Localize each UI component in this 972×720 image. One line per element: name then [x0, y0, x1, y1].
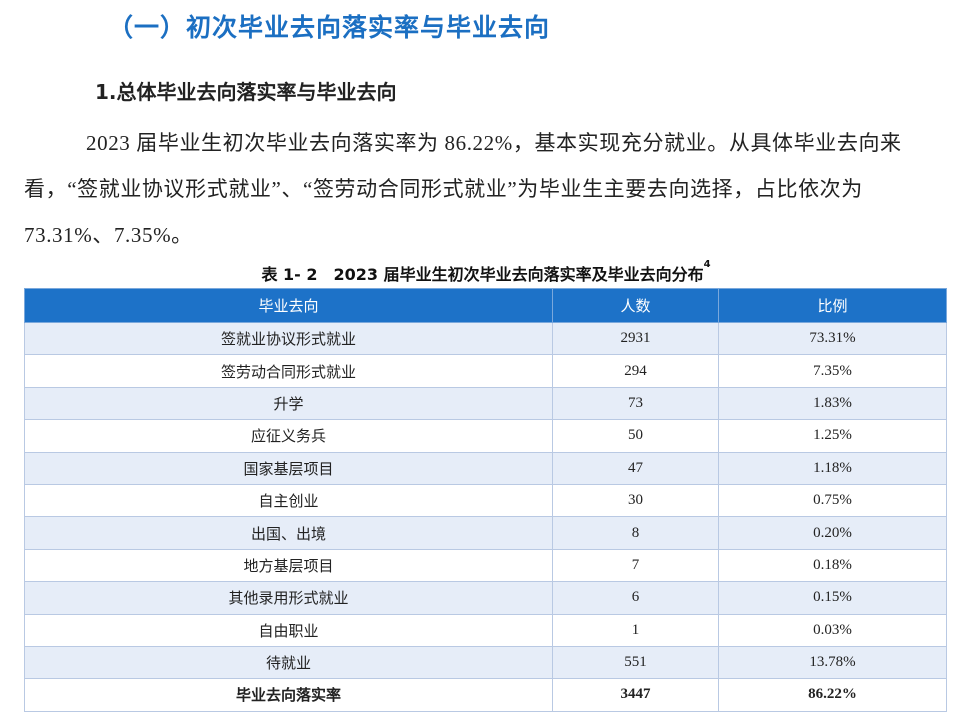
cell-count: 7 [552, 548, 719, 583]
cell-category: 应征义务兵 [24, 419, 553, 453]
cell-count: 294 [552, 354, 719, 388]
cell-ratio: 0.75% [718, 483, 947, 518]
cell-ratio: 13.78% [718, 645, 947, 680]
table-row: 自由职业 1 0.03% [24, 613, 947, 647]
cell-category: 出国、出境 [24, 516, 553, 550]
cell-category: 国家基层项目 [24, 451, 553, 485]
cell-ratio: 1.83% [718, 386, 947, 421]
cell-category: 升学 [24, 386, 553, 421]
cell-ratio: 1.25% [718, 419, 947, 453]
cell-category: 签劳动合同形式就业 [24, 354, 553, 388]
cell-category: 地方基层项目 [24, 548, 553, 583]
cell-ratio: 73.31% [718, 321, 947, 356]
total-ratio: 86.22% [718, 678, 947, 712]
cell-category: 自由职业 [24, 613, 553, 647]
table-caption-text: 表 1- 2 2023 届毕业生初次毕业去向落实率及毕业去向分布 [261, 265, 704, 284]
body-paragraph: 2023 届毕业生初次毕业去向落实率为 86.22%，基本实现充分就业。从具体毕… [24, 120, 904, 258]
cell-count: 50 [552, 419, 719, 453]
footnote-mark: 4 [703, 259, 711, 270]
cell-count: 8 [552, 516, 719, 550]
cell-ratio: 7.35% [718, 354, 947, 388]
table-row: 签劳动合同形式就业 294 7.35% [24, 354, 947, 388]
table-header-row: 毕业去向 人数 比例 [24, 288, 947, 323]
table-row: 自主创业 30 0.75% [24, 483, 947, 518]
cell-category: 自主创业 [24, 483, 553, 518]
destination-table: 毕业去向 人数 比例 签就业协议形式就业 2931 73.31% 签劳动合同形式就业 2… [24, 288, 947, 712]
cell-ratio: 0.15% [718, 581, 947, 615]
total-category: 毕业去向落实率 [24, 678, 553, 712]
header-count: 人数 [552, 288, 719, 323]
header-category: 毕业去向 [24, 288, 553, 323]
cell-count: 551 [552, 645, 719, 680]
table-row: 签就业协议形式就业 2931 73.31% [24, 321, 947, 356]
table-row: 其他录用形式就业 6 0.15% [24, 581, 947, 615]
table-row: 升学 73 1.83% [24, 386, 947, 421]
table-total-row: 毕业去向落实率 3447 86.22% [24, 678, 947, 712]
table-caption: 表 1- 2 2023 届毕业生初次毕业去向落实率及毕业去向分布4 [0, 259, 972, 285]
subsection-title: 1.总体毕业去向落实率与毕业去向 [95, 80, 397, 104]
table-row: 待就业 551 13.78% [24, 645, 947, 680]
cell-ratio: 0.18% [718, 548, 947, 583]
table-row: 地方基层项目 7 0.18% [24, 548, 947, 583]
cell-category: 签就业协议形式就业 [24, 321, 553, 356]
header-ratio: 比例 [718, 288, 947, 323]
total-count: 3447 [552, 678, 719, 712]
table-row: 出国、出境 8 0.20% [24, 516, 947, 550]
section-title: （一）初次毕业去向落实率与毕业去向 [108, 13, 551, 42]
cell-ratio: 0.20% [718, 516, 947, 550]
cell-ratio: 0.03% [718, 613, 947, 647]
cell-count: 6 [552, 581, 719, 615]
cell-category: 待就业 [24, 645, 553, 680]
cell-count: 1 [552, 613, 719, 647]
cell-count: 73 [552, 386, 719, 421]
cell-category: 其他录用形式就业 [24, 581, 553, 615]
cell-ratio: 1.18% [718, 451, 947, 485]
cell-count: 2931 [552, 321, 719, 356]
cell-count: 47 [552, 451, 719, 485]
paragraph-text: 2023 届毕业生初次毕业去向落实率为 86.22%，基本实现充分就业。从具体毕… [24, 131, 902, 247]
cell-count: 30 [552, 483, 719, 518]
table-row: 应征义务兵 50 1.25% [24, 419, 947, 453]
table-row: 国家基层项目 47 1.18% [24, 451, 947, 485]
table-body: 签就业协议形式就业 2931 73.31% 签劳动合同形式就业 294 7.35% 升学 73… [24, 321, 947, 712]
